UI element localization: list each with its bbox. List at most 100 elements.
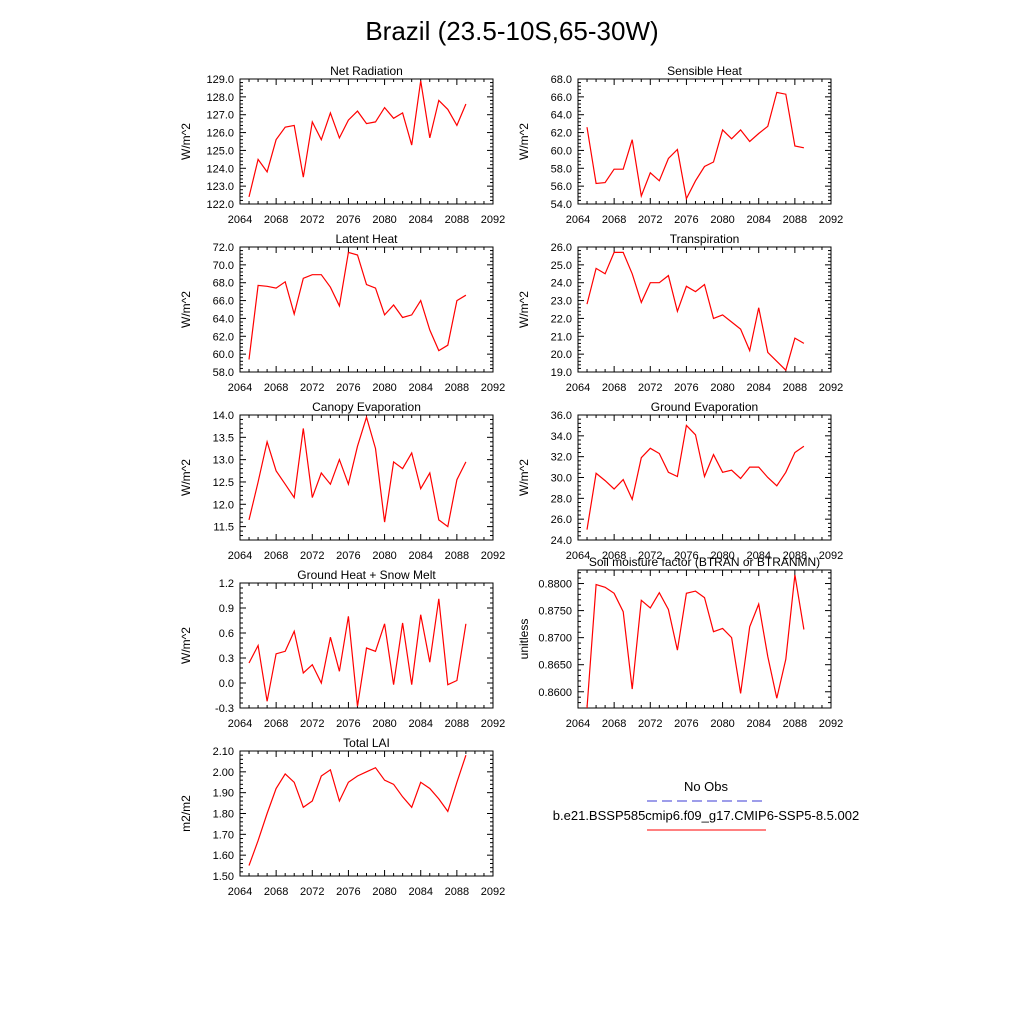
x-tick-label: 2064	[566, 382, 590, 394]
panel-title: Soil moisture factor (BTRAN or BTRANMN)	[589, 555, 820, 569]
panel-3: Latent Heat W/m^2 2064 2068 2072 2076 2080 2084…	[179, 232, 505, 394]
x-tick-label: 2088	[783, 214, 807, 226]
y-tick-label: 0.8800	[538, 579, 572, 591]
x-tick-label: 2076	[336, 718, 360, 730]
x-tick-label: 2072	[638, 382, 662, 394]
x-tick-label: 2072	[300, 382, 324, 394]
panel-title: Canopy Evaporation	[312, 400, 421, 414]
y-tick-label: -0.3	[215, 703, 234, 715]
x-tick-label: 2088	[445, 214, 469, 226]
panel-5: Canopy Evaporation W/m^2 2064 2068 2072 2076 2…	[179, 400, 505, 562]
series-line	[248, 755, 467, 866]
y-tick-label: 1.60	[213, 850, 234, 862]
x-tick-label: 2088	[445, 718, 469, 730]
y-tick-label: 62.0	[551, 128, 572, 140]
x-tick-label: 2080	[372, 382, 396, 394]
x-tick-label: 2072	[638, 718, 662, 730]
x-tick-label: 2088	[783, 718, 807, 730]
y-tick-label: 11.5	[213, 522, 234, 534]
x-tick-label: 2080	[710, 550, 734, 562]
x-tick-label: 2076	[674, 214, 698, 226]
x-tick-label: 2092	[819, 718, 843, 730]
panel-1: Net Radiation W/m^2 2064 2068 2072 2076 2080 20…	[179, 64, 505, 226]
y-tick-label: 123.0	[206, 181, 234, 193]
y-tick-label: 124.0	[206, 163, 234, 175]
x-tick-label: 2084	[746, 718, 770, 730]
y-tick-label: 62.0	[213, 331, 234, 343]
y-tick-label: 72.0	[213, 242, 234, 254]
x-tick-label: 2080	[372, 886, 396, 898]
y-tick-label: 26.0	[551, 514, 572, 526]
y-tick-label: 122.0	[206, 199, 234, 211]
legend: No Obs b.e21.BSSP585cmip6.f09_g17.CMIP6-S…	[553, 779, 859, 831]
y-tick-label: 64.0	[213, 313, 234, 325]
x-tick-label: 2076	[336, 214, 360, 226]
y-tick-label: 0.8750	[538, 606, 572, 618]
panel-title: Total LAI	[343, 736, 390, 750]
y-tick-label: 12.5	[213, 477, 234, 489]
legend-label-obs: No Obs	[684, 779, 729, 794]
y-tick-label: 0.8600	[538, 687, 572, 699]
y-tick-label: 68.0	[551, 74, 572, 86]
x-tick-label: 2064	[566, 718, 590, 730]
y-tick-label: 1.2	[219, 578, 234, 590]
x-tick-label: 2072	[300, 886, 324, 898]
y-tick-label: 24.0	[551, 278, 572, 290]
y-tick-label: 28.0	[551, 493, 572, 505]
y-tick-label: 58.0	[213, 367, 234, 379]
x-tick-label: 2064	[566, 550, 590, 562]
x-tick-label: 2076	[674, 550, 698, 562]
series-line	[586, 424, 805, 530]
y-tick-label: 26.0	[551, 242, 572, 254]
panel-title: Net Radiation	[330, 64, 403, 78]
x-tick-label: 2088	[783, 550, 807, 562]
x-tick-label: 2092	[819, 382, 843, 394]
x-tick-label: 2076	[336, 550, 360, 562]
y-tick-label: 2.00	[213, 767, 234, 779]
y-axis-label: W/m^2	[517, 459, 531, 496]
y-tick-label: 32.0	[551, 452, 572, 464]
y-tick-label: 60.0	[213, 349, 234, 361]
x-tick-label: 2088	[445, 382, 469, 394]
x-tick-label: 2064	[228, 550, 252, 562]
x-tick-label: 2092	[481, 214, 505, 226]
series-line	[248, 251, 467, 360]
plot-frame	[577, 78, 832, 205]
panels: Net Radiation W/m^2 2064 2068 2072 2076 2080 20…	[179, 64, 843, 898]
x-tick-label: 2076	[674, 718, 698, 730]
x-tick-label: 2080	[372, 214, 396, 226]
y-tick-label: 64.0	[551, 110, 572, 122]
x-tick-label: 2092	[819, 214, 843, 226]
x-tick-label: 2092	[481, 718, 505, 730]
y-tick-label: 60.0	[551, 145, 572, 157]
y-tick-label: 14.0	[213, 410, 234, 422]
x-tick-label: 2088	[445, 886, 469, 898]
panel-8: Soil moisture factor (BTRAN or BTRANMN) u…	[517, 555, 843, 730]
panel-2: Sensible Heat W/m^2 2064 2068 2072 2076 2080 20…	[517, 64, 843, 226]
x-tick-label: 2092	[819, 550, 843, 562]
plot-frame	[577, 246, 832, 373]
y-tick-label: 36.0	[551, 410, 572, 422]
panel-title: Ground Heat + Snow Melt	[297, 568, 436, 582]
y-tick-label: 21.0	[551, 331, 572, 343]
series-line	[586, 251, 805, 372]
y-tick-label: 1.90	[213, 788, 234, 800]
plot-frame	[239, 78, 494, 205]
y-tick-label: 0.3	[219, 653, 234, 665]
x-tick-label: 2072	[300, 718, 324, 730]
y-tick-label: 126.0	[206, 128, 234, 140]
y-tick-label: 1.50	[213, 871, 234, 883]
y-tick-label: 68.0	[213, 278, 234, 290]
x-tick-label: 2068	[602, 718, 626, 730]
y-tick-label: 20.0	[551, 349, 572, 361]
x-tick-label: 2092	[481, 382, 505, 394]
series-line	[586, 574, 805, 709]
y-tick-label: 2.10	[213, 746, 234, 758]
y-tick-label: 24.0	[551, 535, 572, 547]
x-tick-label: 2068	[264, 718, 288, 730]
panel-title: Sensible Heat	[667, 64, 742, 78]
x-tick-label: 2072	[300, 550, 324, 562]
x-tick-label: 2080	[710, 214, 734, 226]
y-tick-label: 12.0	[213, 499, 234, 511]
